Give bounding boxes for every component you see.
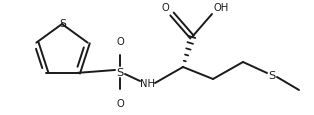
Text: O: O (116, 37, 124, 47)
Text: O: O (116, 98, 124, 108)
Text: S: S (116, 67, 124, 77)
Text: OH: OH (214, 3, 229, 13)
Text: S: S (268, 70, 276, 80)
Text: NH: NH (140, 78, 155, 88)
Text: O: O (161, 3, 169, 13)
Text: S: S (60, 19, 67, 29)
